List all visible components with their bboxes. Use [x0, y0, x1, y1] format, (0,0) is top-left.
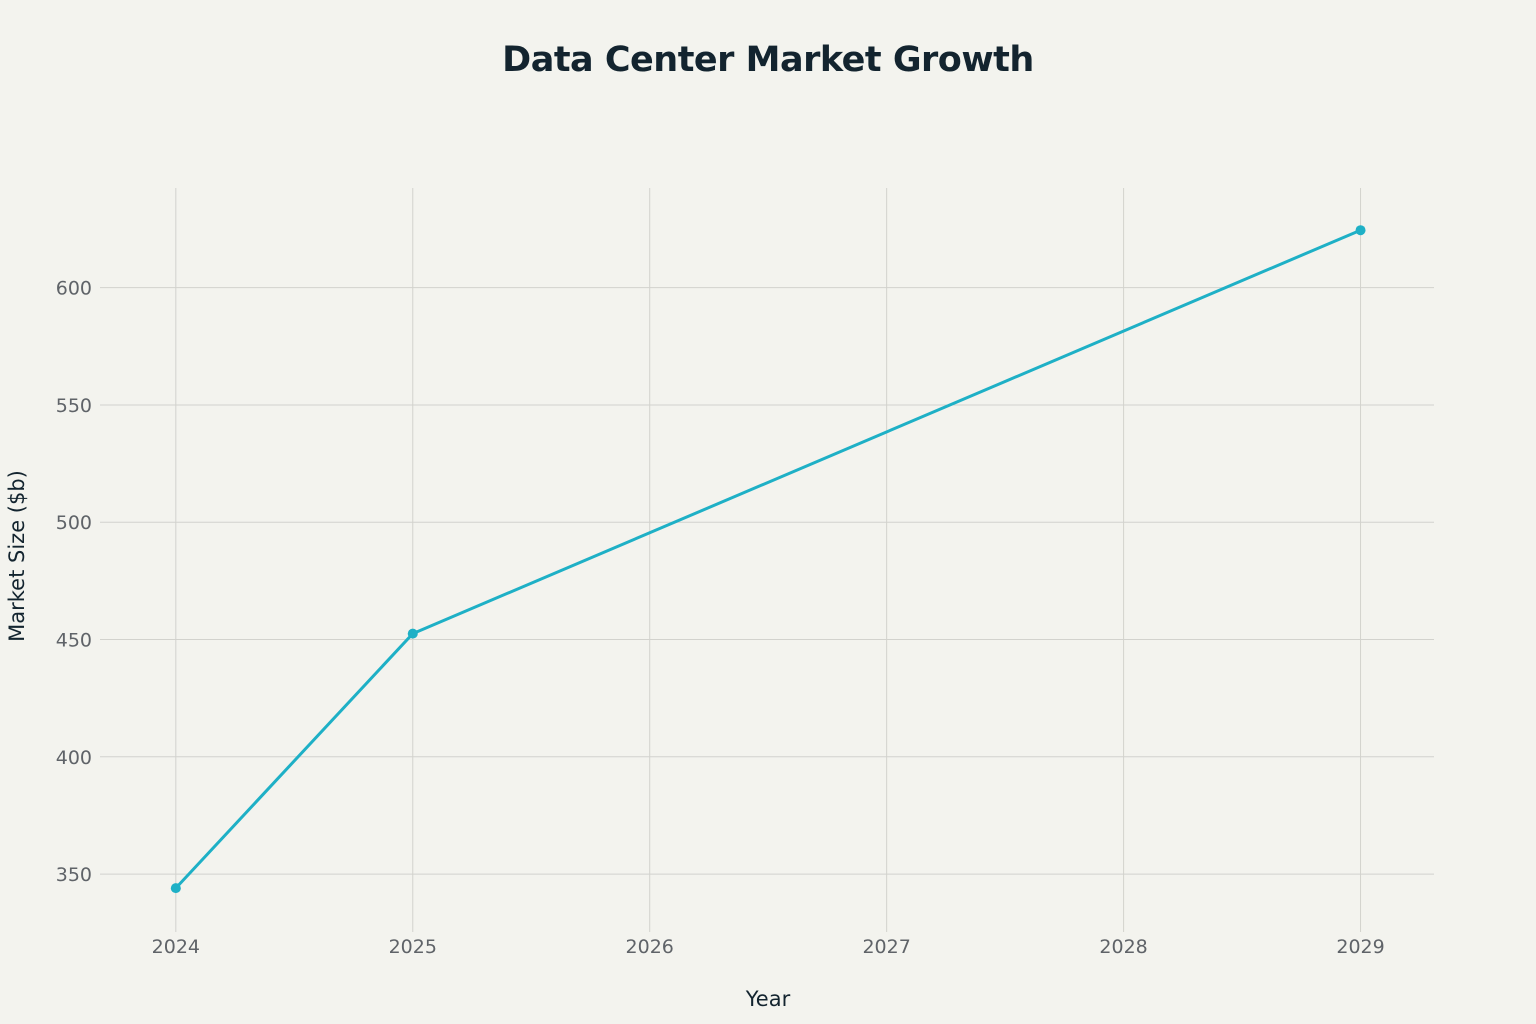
y-tick-label: 350: [56, 864, 92, 886]
data-point[interactable]: [407, 628, 418, 639]
x-tick-label: 2024: [152, 936, 200, 958]
series-line: [174, 228, 1362, 890]
tick-labels: 350 400 450 500 550 600 2024 2025 2026 2027 2028 20…: [56, 278, 1385, 958]
grid: [100, 188, 1434, 932]
y-tick-label: 500: [56, 512, 92, 534]
series: [170, 225, 1366, 894]
y-tick-label: 450: [56, 630, 92, 652]
x-tick-label: 2029: [1336, 936, 1384, 958]
data-point[interactable]: [1355, 225, 1366, 236]
y-tick-label: 600: [56, 278, 92, 300]
data-point[interactable]: [170, 883, 181, 894]
y-tick-label: 400: [56, 747, 92, 769]
chart-title: Data Center Market Growth: [502, 40, 1034, 80]
x-tick-label: 2027: [862, 936, 910, 958]
x-tick-label: 2025: [389, 936, 437, 958]
x-tick-label: 2026: [626, 936, 674, 958]
x-axis-title: Year: [745, 987, 791, 1011]
y-tick-label: 550: [56, 395, 92, 417]
y-axis-title: Market Size ($b): [5, 470, 29, 642]
x-tick-label: 2028: [1099, 936, 1147, 958]
